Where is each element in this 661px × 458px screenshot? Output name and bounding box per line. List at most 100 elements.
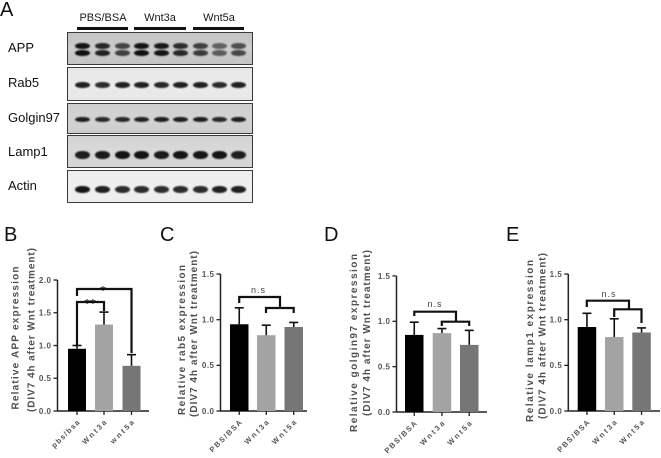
panel-b-x-tick-label: wnt5a [108,417,137,446]
panel-d-y-tick-label: 0.5 [378,362,391,371]
blot-band [94,185,110,193]
panel-e-y-tick-label: 0.0 [550,407,563,416]
panel-e-y-tick-label: 0.5 [550,361,563,370]
blot-actin [67,170,253,203]
panel-letter-a: A [0,0,14,21]
row-label-actin: Actin [8,178,37,193]
panel-e-y-tick-label: 1.0 [550,316,563,325]
row-label-lamp1: Lamp1 [8,144,48,159]
blot-band [153,82,169,88]
panel-e-significance-bracket [613,308,643,323]
blot-band [74,151,90,159]
blot-band [173,43,188,49]
group-line-pbs-bsa [77,27,128,30]
blot-band [114,50,130,56]
blot-band [74,116,90,122]
panel-e-x-tick-label: Wnt5a [618,417,647,446]
panel-b-significance-label: * [100,284,106,297]
blot-band [134,116,149,122]
group-line-wnt5a [193,27,244,30]
blot-band [74,50,90,56]
panel-d-y-axis-label-1: Relative golgin97 expression [349,254,360,432]
panel-b-y-axis-label-2: (DIV7 4h after Wnt treatment) [27,248,38,412]
blot-band [153,185,169,193]
blot-band [173,116,188,122]
blot-band [114,185,130,193]
panel-b-x-tick-label: pbs/bsa [50,417,82,449]
group-line-wnt3a [134,27,186,30]
blot-band [192,50,208,56]
blot-band [211,151,227,159]
panel-e-y-axis-label-1: Relative lamp1 expression [525,260,536,422]
blot-band [173,151,188,159]
blot-app [67,32,253,65]
panel-c-y-tick-label: 0.5 [202,361,215,370]
panel-b-y-tick-label: 1.5 [39,309,52,318]
panel-d-x-tick-label: Wnt3a [418,418,447,447]
blot-band [211,50,227,56]
blot-band [153,43,169,49]
panel-e: E Relative lamp1 expression(DIV7 4h after… [506,224,660,454]
group-label-wnt3a: Wnt3a [144,12,176,24]
blot-band [192,185,208,193]
panel-d: D Relative golgin97 expression(DIV7 4h af… [324,224,487,455]
panel-e-x-tick-label: Wnt3a [590,417,619,446]
panel-c-y-tick-label: 0.0 [202,407,215,416]
blot-band [134,43,149,49]
blot-band [94,43,110,49]
panel-d-letter: D [324,224,338,246]
panel-c-letter: C [160,224,174,246]
panel-d-bar-3 [460,344,479,412]
blot-band [211,82,227,88]
blot-band [153,50,169,56]
panel-d-bar-2 [432,333,452,412]
row-label-app: APP [8,40,35,55]
blot-band [153,151,169,159]
panel-e-y-axis-label-2: (DIV7 4h after Wnt treatment) [538,253,549,419]
panel-b-bar-3 [122,365,141,411]
blot-band [192,151,208,159]
blot-band [134,50,149,56]
panel-b-bar-1 [68,348,86,411]
blot-rab5 [67,67,253,101]
blot-band [173,50,188,56]
blot-lamp1 [67,135,253,168]
panel-c-bar-3 [284,327,303,411]
panel-b-y-tick-label: 0.5 [39,374,52,383]
panel-c-bar-1 [230,324,249,411]
panel-d-significance-bracket [413,310,458,322]
blot-band [231,82,246,88]
blot-band [114,82,130,88]
blot-band [114,116,130,122]
panel-c: C Relative rab5 expression(DIV7 4h after … [160,224,307,454]
blot-band [211,185,227,193]
panel-b-bar-2 [95,324,113,411]
blot-band [211,116,227,122]
panel-b: B Relative APP expression (DIV7 4h after W… [4,224,149,450]
blot-band [94,82,110,88]
row-label-golgin97: Golgin97 [8,110,61,125]
panel-c-significance-bracket [238,295,282,308]
row-label-rab5: Rab5 [8,75,40,90]
panel-b-significance-bracket [75,300,106,345]
group-label-pbs-bsa: PBS/BSA [79,12,127,24]
blot-band [231,116,246,122]
blot-band [74,43,90,49]
panel-d-y-tick-label: 0.0 [378,408,391,417]
panel-b-letter: B [4,224,17,246]
blot-band [173,82,188,88]
blot-band [173,185,188,193]
panel-b-x-tick-label: Wnt3a [80,417,109,446]
blot-band [192,116,208,122]
panel-d-y-tick-label: 1.5 [378,272,391,281]
blot-band [134,151,149,159]
panel-d-x-tick-label: PBS/BSA [383,419,419,455]
blot-band [134,185,149,193]
blot-band [231,50,246,56]
panel-c-x-tick-label: Wnt5a [270,417,299,446]
panel-b-y-tick-label: 1.0 [39,341,52,350]
blot-band [74,82,90,88]
blot-band [94,116,110,122]
panel-c-y-tick-label: 1.5 [202,270,215,279]
